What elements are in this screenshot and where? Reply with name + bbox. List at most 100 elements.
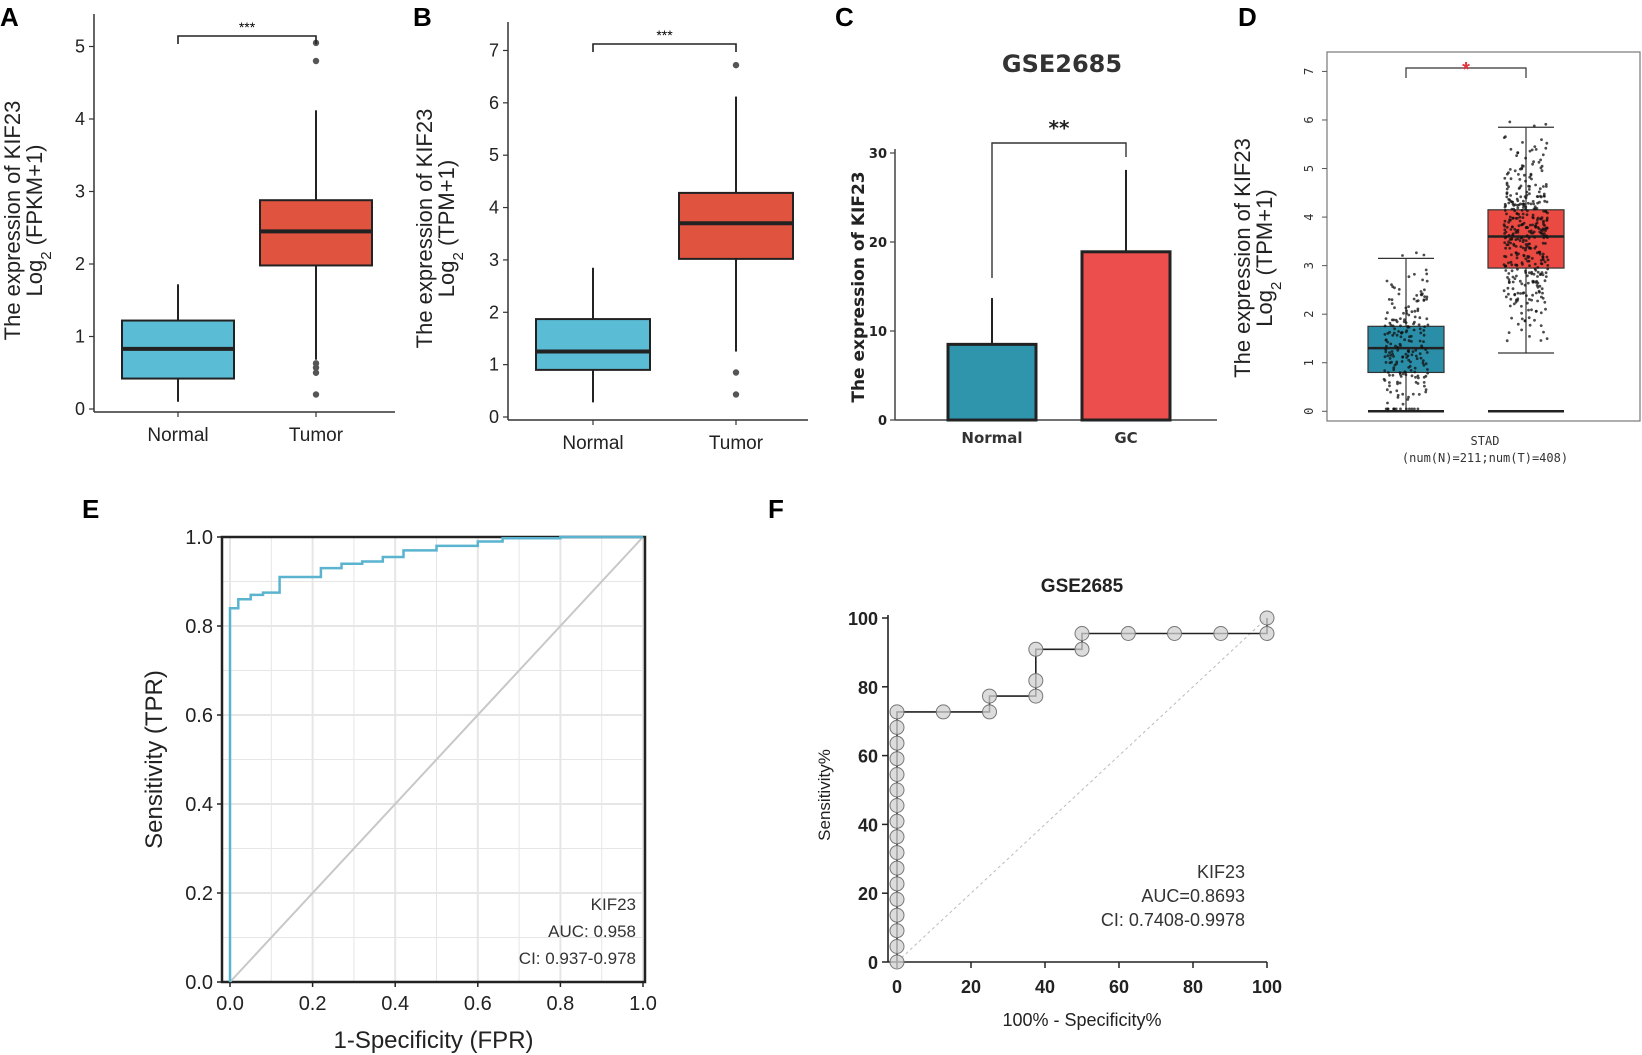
jitter-point [1523,319,1527,322]
jitter-point [1516,267,1519,271]
x-tick-label: Normal [961,429,1022,447]
jitter-point [1513,209,1517,213]
jitter-point [1390,283,1393,286]
jitter-point [1511,200,1515,204]
significance-bracket [592,43,737,52]
jitter-point [1520,282,1524,286]
jitter-point [1533,262,1537,266]
jitter-point [1416,407,1420,411]
jitter-point [1418,339,1422,343]
jitter-point [1503,241,1507,245]
jitter-point [1513,277,1517,280]
jitter-point [1421,278,1424,282]
y-axis-label-unit: (TPM+1) [1252,189,1277,281]
jitter-point [1384,317,1388,320]
x-tick-label: GC [1114,429,1137,447]
jitter-point [1533,236,1536,239]
panel-b-boxplot: 0 1 2 3 4 5 6 7 Normal Tumor *** The expression of … [412,22,808,454]
jitter-point [1524,246,1528,250]
y-axis-label-line1: The expression of KIF23 [412,109,437,349]
jitter-point [1539,262,1543,265]
jitter-point [1520,166,1524,170]
jitter-point [1534,291,1538,295]
jitter-point [1514,231,1518,234]
bar-gc [1080,250,1172,422]
roc-point [1259,626,1275,641]
jitter-point [1410,340,1413,343]
jitter-point [1539,273,1542,276]
jitter-point [1518,279,1522,283]
jitter-point [1383,333,1387,336]
jitter-point [1407,305,1410,308]
jitter-point [1406,349,1410,353]
jitter-point [1509,260,1513,264]
x-tick-label: 100 [1252,977,1282,997]
jitter-point [1527,255,1531,259]
jitter-point [1502,289,1506,293]
roc-point [889,735,905,751]
jitter-point [1401,402,1405,406]
jitter-point [1527,308,1530,312]
y-tick-label: 0 [75,399,85,419]
y-tick-label: 0 [1302,408,1316,415]
jitter-point [1392,368,1396,372]
jitter-point [1424,362,1428,366]
jitter-point [1516,151,1520,155]
y-tick-label: 1 [489,355,499,375]
jitter-point [1518,186,1522,190]
jitter-point [1385,279,1389,283]
jitter-point [1383,324,1387,328]
jitter-point [1415,251,1418,255]
jitter-point [1544,242,1547,245]
panel-label-c: C [835,2,854,32]
jitter-point [1532,272,1536,276]
roc-point [889,954,905,970]
y-tick-label: 100 [848,609,878,629]
jitter-point [1542,209,1546,213]
jitter-point [1395,389,1399,393]
jitter-point [1388,351,1391,355]
jitter-point [1389,390,1392,394]
jitter-point [1395,362,1398,366]
jitter-point [1390,302,1394,305]
jitter-point [1524,257,1528,261]
jitter-point [1519,245,1523,249]
jitter-point [1416,382,1420,385]
jitter-point [1504,246,1507,250]
y-tick-label: 1.0 [185,527,213,549]
jitter-point [1389,342,1393,346]
jitter-point [1542,221,1545,224]
jitter-point [1546,264,1550,267]
jitter-point [1528,242,1531,246]
jitter-point [1526,209,1529,213]
y-axis-label-line2: Log2 (TPM+1) [1252,189,1285,326]
diagonal-reference [229,536,644,983]
jitter-point [1404,321,1408,324]
jitter-point [1504,264,1508,268]
jitter-point [1393,286,1396,290]
outlier-point [312,391,320,398]
y-tick-label: 30 [869,147,887,162]
jitter-point [1528,149,1532,153]
jitter-point [1525,234,1529,238]
roc-point [1074,626,1090,641]
jitter-point [1527,188,1531,191]
jitter-point [1393,306,1396,310]
jitter-point [1511,225,1514,229]
jitter-point [1390,350,1394,353]
jitter-point [1523,173,1526,177]
jitter-point [1530,257,1534,260]
roc-point [889,798,905,813]
jitter-point [1509,194,1512,197]
jitter-point [1407,358,1411,362]
roc-point [889,907,905,923]
jitter-point [1507,220,1511,224]
roc-point [889,845,905,861]
jitter-point [1425,297,1428,301]
jitter-point [1399,317,1402,320]
x-tick-label: 1.0 [629,993,657,1015]
roc-point [889,751,905,767]
jitter-point [1399,324,1402,328]
jitter-point [1522,221,1526,225]
